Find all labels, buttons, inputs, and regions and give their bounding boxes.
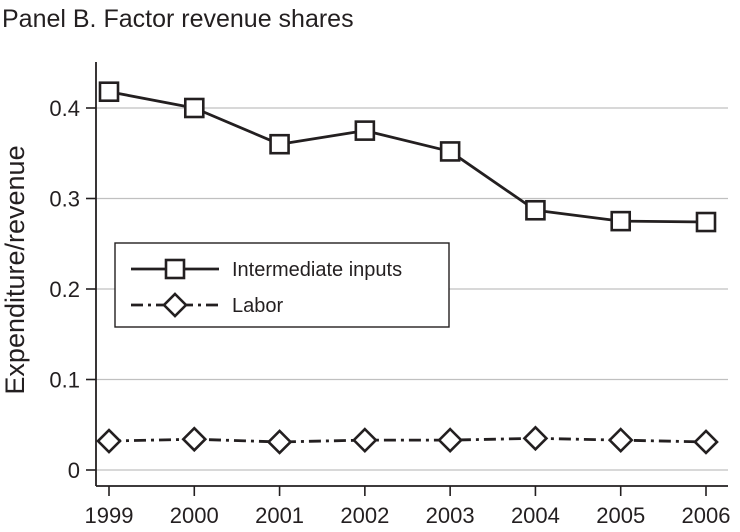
data-point-diamond xyxy=(181,426,208,453)
data-point-diamond xyxy=(96,428,122,454)
x-tick-label: 2001 xyxy=(255,503,304,528)
legend-marker xyxy=(162,292,188,318)
y-tick-label: 0.2 xyxy=(49,277,80,302)
x-tick-label: 2004 xyxy=(511,503,560,528)
data-point-square xyxy=(183,97,205,119)
axes: 0 0.1 0.2 0.3 0.4 1999 2000 2001 2002 2003 2004 200… xyxy=(49,62,730,528)
x-tick-label: 2000 xyxy=(170,503,219,528)
series-layer xyxy=(96,81,719,455)
data-point-diamond xyxy=(352,427,378,453)
x-tick-label: 2003 xyxy=(426,503,475,528)
x-tick-label: 2005 xyxy=(596,503,645,528)
series-1 xyxy=(98,81,717,233)
legend: Intermediate inputs Labor xyxy=(114,242,450,328)
data-point-square xyxy=(525,199,546,221)
chart-title: Panel B. Factor revenue shares xyxy=(2,5,354,33)
data-point-square xyxy=(98,81,120,103)
series-line xyxy=(108,90,707,224)
data-point-diamond xyxy=(693,429,719,455)
x-tick-label: 2002 xyxy=(340,503,389,528)
x-tick-label: 2006 xyxy=(682,503,731,528)
data-point-square xyxy=(269,133,290,155)
data-point-diamond xyxy=(607,427,634,453)
legend-label: Intermediate inputs xyxy=(232,259,402,281)
data-point-diamond xyxy=(522,425,549,452)
data-point-diamond xyxy=(437,427,463,453)
legend-label: Labor xyxy=(232,295,283,317)
series-2 xyxy=(96,425,719,455)
y-tick-label: 0.3 xyxy=(49,187,80,212)
x-tick-label: 1999 xyxy=(85,503,134,528)
data-point-square xyxy=(610,210,632,232)
y-tick-label: 0 xyxy=(68,458,80,483)
data-point-square xyxy=(439,141,461,162)
data-point-square xyxy=(354,120,376,141)
data-point-square xyxy=(695,211,717,233)
data-point-diamond xyxy=(266,429,293,455)
y-tick-label: 0.1 xyxy=(49,368,80,393)
y-tick-label: 0.4 xyxy=(49,96,80,121)
legend-marker xyxy=(164,258,186,280)
y-axis-label: Expenditure/revenue xyxy=(0,145,30,394)
